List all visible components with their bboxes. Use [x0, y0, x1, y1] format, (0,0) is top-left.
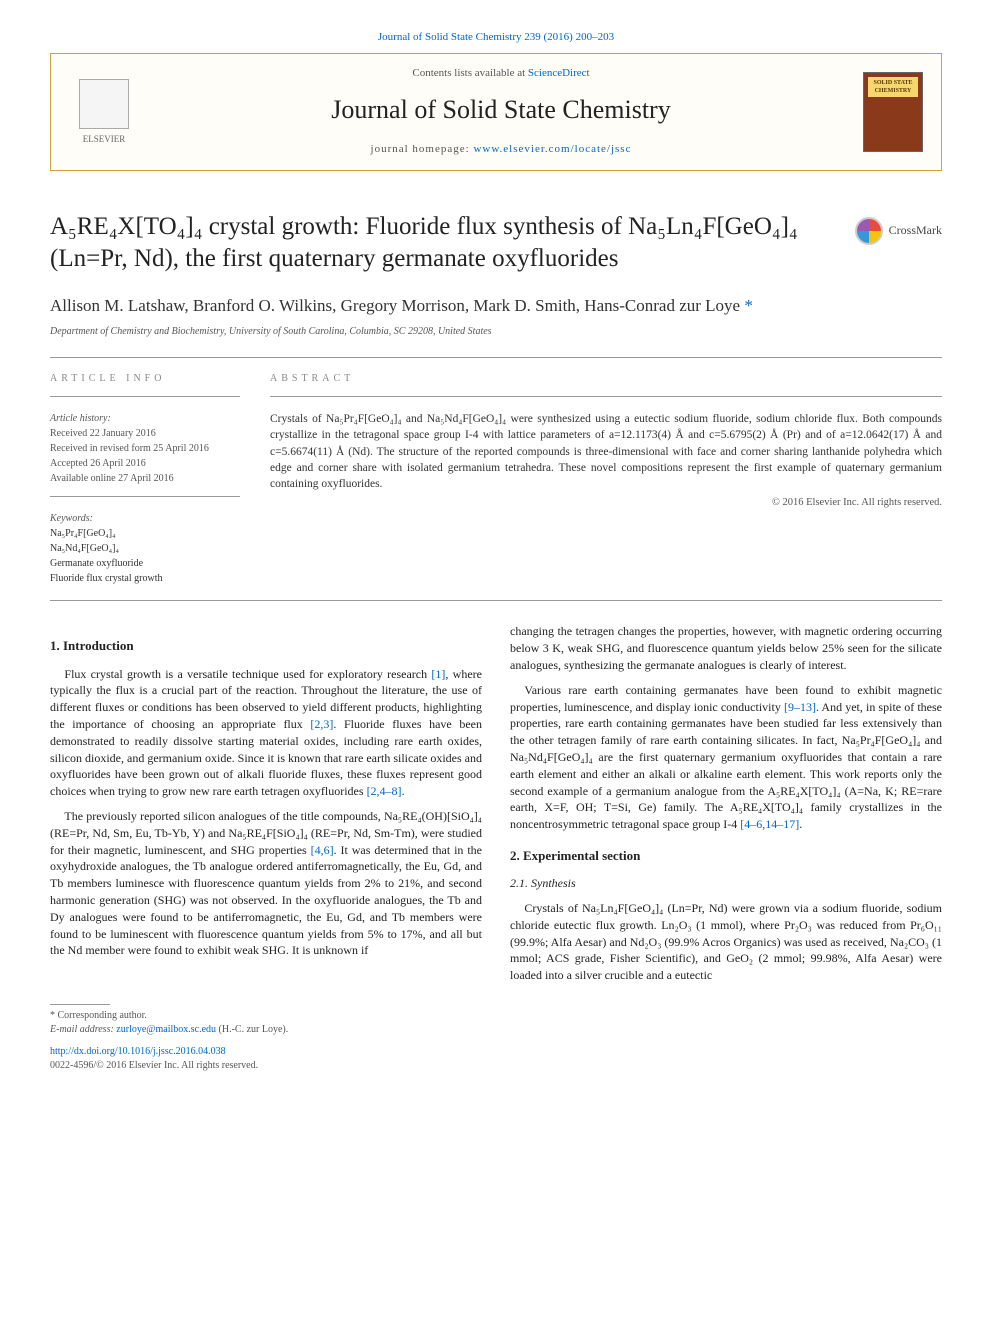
affiliation: Department of Chemistry and Biochemistry…: [50, 325, 942, 339]
abstract-column: ABSTRACT Crystals of Na₅Pr₄F[GeO₄]₄ and …: [270, 372, 942, 586]
homepage-line: journal homepage: www.elsevier.com/locat…: [139, 142, 863, 157]
page-footer: * Corresponding author. E-mail address: …: [50, 1004, 942, 1073]
issn-copyright: 0022-4596/© 2016 Elsevier Inc. All right…: [50, 1059, 942, 1073]
crossmark-icon: [855, 217, 883, 245]
authors-line: Allison M. Latshaw, Branford O. Wilkins,…: [50, 294, 942, 318]
cover-label: SOLID STATE CHEMISTRY: [864, 79, 922, 96]
doi-line: http://dx.doi.org/10.1016/j.jssc.2016.04…: [50, 1045, 942, 1059]
abstract-rule: [270, 396, 942, 397]
article-history: Article history: Received 22 January 201…: [50, 411, 240, 486]
body-paragraph: Flux crystal growth is a versatile techn…: [50, 666, 482, 800]
abstract-text: Crystals of Na₅Pr₄F[GeO₄]₄ and Na₅Nd₄F[G…: [270, 411, 942, 491]
journal-issue-anchor[interactable]: Journal of Solid State Chemistry 239 (20…: [378, 31, 614, 43]
body-paragraph: The previously reported silicon analogue…: [50, 808, 482, 959]
keyword-item: Na₅Nd₄F[GeO₄]₄: [50, 543, 119, 554]
abstract-copyright: © 2016 Elsevier Inc. All rights reserved…: [270, 496, 942, 511]
body-paragraph: Various rare earth containing germanates…: [510, 682, 942, 833]
email-suffix: (H.-C. zur Loye).: [216, 1024, 288, 1035]
keywords-block: Keywords: Na₅Pr₄F[GeO₄]₄ Na₅Nd₄F[GeO₄]₄ …: [50, 511, 240, 586]
contents-prefix: Contents lists available at: [412, 67, 527, 79]
email-line: E-mail address: zurloye@mailbox.sc.edu (…: [50, 1023, 942, 1037]
authors-text: Allison M. Latshaw, Branford O. Wilkins,…: [50, 296, 740, 315]
rule-bottom: [50, 600, 942, 601]
title-row: A₅RE₄X[TO₄]₄ crystal growth: Fluoride fl…: [50, 211, 942, 276]
article-info-label: ARTICLE INFO: [50, 372, 240, 386]
info-rule-2: [50, 496, 240, 497]
corresponding-star-icon: *: [740, 296, 753, 315]
article-info-column: ARTICLE INFO Article history: Received 2…: [50, 372, 240, 586]
article-title: A₅RE₄X[TO₄]₄ crystal growth: Fluoride fl…: [50, 211, 835, 276]
crossmark-badge[interactable]: CrossMark: [855, 217, 942, 245]
keyword-item: Na₅Pr₄F[GeO₄]₄: [50, 528, 116, 539]
header-center: Contents lists available at ScienceDirec…: [139, 66, 863, 157]
history-item: Accepted 26 April 2016: [50, 458, 146, 469]
keywords-label: Keywords:: [50, 513, 93, 524]
elsevier-logo: ELSEVIER: [69, 72, 139, 152]
email-link[interactable]: zurloye@mailbox.sc.edu: [116, 1024, 216, 1035]
contents-line: Contents lists available at ScienceDirec…: [139, 66, 863, 81]
history-item: Available online 27 April 2016: [50, 473, 174, 484]
elsevier-tree-icon: [79, 79, 129, 129]
journal-issue-link[interactable]: Journal of Solid State Chemistry 239 (20…: [50, 30, 942, 45]
subsection-heading-synthesis: 2.1. Synthesis: [510, 875, 942, 892]
journal-cover-thumb: SOLID STATE CHEMISTRY: [863, 72, 923, 152]
keyword-item: Fluoride flux crystal growth: [50, 573, 162, 584]
email-label: E-mail address:: [50, 1024, 116, 1035]
keyword-item: Germanate oxyfluoride: [50, 558, 143, 569]
body-columns: 1. Introduction Flux crystal growth is a…: [50, 623, 942, 984]
journal-header: ELSEVIER Contents lists available at Sci…: [50, 53, 942, 170]
homepage-link[interactable]: www.elsevier.com/locate/jssc: [473, 143, 631, 155]
rule-top: [50, 357, 942, 358]
info-abstract-row: ARTICLE INFO Article history: Received 2…: [50, 372, 942, 586]
body-paragraph: changing the tetragen changes the proper…: [510, 623, 942, 673]
abstract-label: ABSTRACT: [270, 372, 942, 386]
corresponding-author-note: * Corresponding author.: [50, 1009, 942, 1023]
crossmark-label: CrossMark: [889, 222, 942, 239]
homepage-prefix: journal homepage:: [371, 143, 474, 155]
sciencedirect-link[interactable]: ScienceDirect: [528, 67, 590, 79]
history-label: Article history:: [50, 413, 111, 424]
history-item: Received 22 January 2016: [50, 428, 156, 439]
journal-name: Journal of Solid State Chemistry: [139, 92, 863, 128]
section-heading-experimental: 2. Experimental section: [510, 847, 942, 865]
publisher-name: ELSEVIER: [83, 133, 126, 146]
footnote-rule: [50, 1004, 110, 1005]
doi-link[interactable]: http://dx.doi.org/10.1016/j.jssc.2016.04…: [50, 1046, 226, 1057]
info-rule: [50, 396, 240, 397]
body-paragraph: Crystals of Na₅Ln₄F[GeO₄]₄ (Ln=Pr, Nd) w…: [510, 900, 942, 984]
history-item: Received in revised form 25 April 2016: [50, 443, 209, 454]
section-heading-intro: 1. Introduction: [50, 637, 482, 655]
